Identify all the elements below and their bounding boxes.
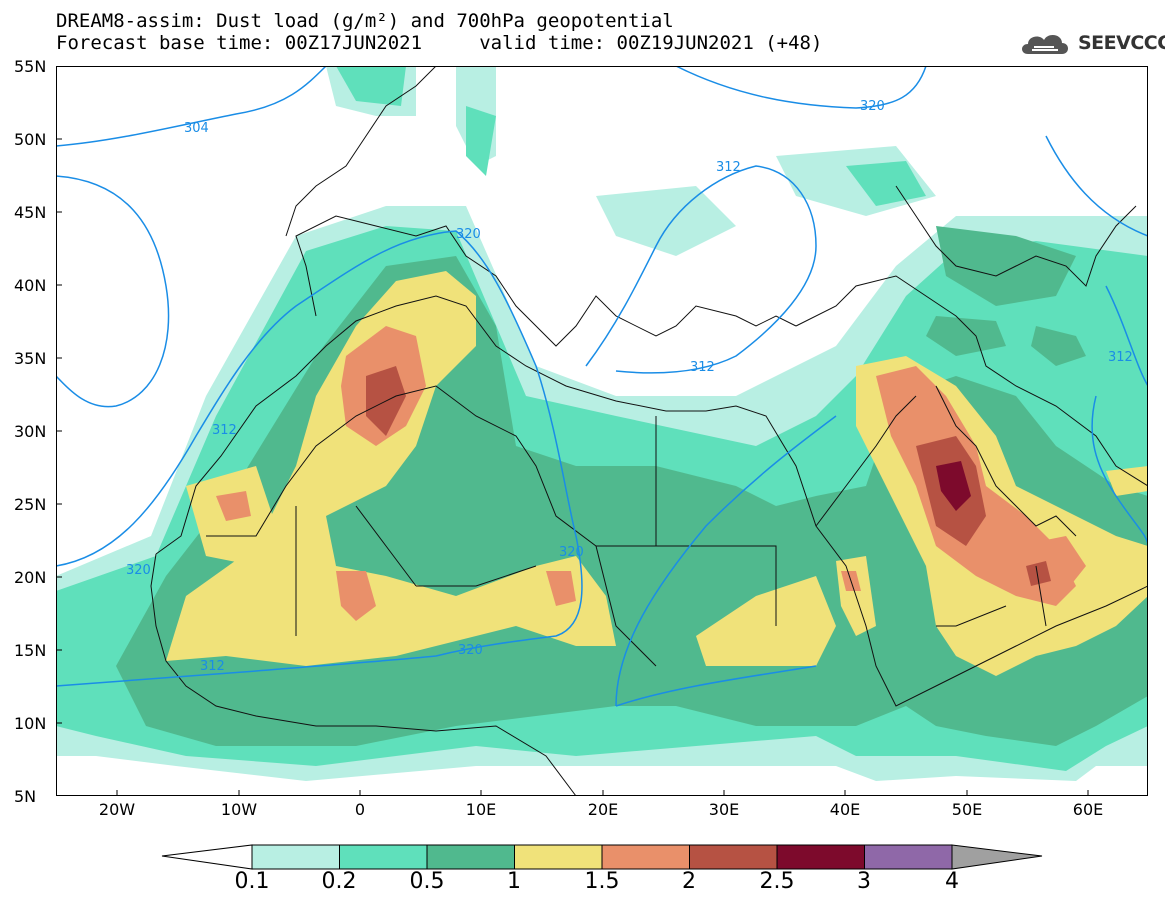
geo-label: 312 (1108, 350, 1133, 365)
lat-label: 5N (14, 787, 37, 806)
colorbar-segment (689, 844, 778, 870)
colorbar-segment (776, 844, 865, 870)
lat-label: 25N (14, 495, 47, 514)
colorbar-segment (864, 844, 953, 870)
lon-label: 50E (951, 800, 983, 819)
map-ticks (56, 138, 1089, 796)
lon-label: 30E (708, 800, 740, 819)
lon-label: 40E (829, 800, 861, 819)
geo-label: 320 (456, 227, 481, 242)
lon-label: 10E (465, 800, 497, 819)
colorbar-label: 2 (682, 869, 696, 894)
lat-label: 20N (14, 568, 47, 587)
geo-label: 320 (458, 643, 483, 658)
colorbar-segment (339, 844, 428, 870)
lat-label: 35N (14, 349, 47, 368)
lat-label: 10N (14, 714, 47, 733)
coastlines (150, 66, 1148, 796)
colorbar-label: 0.2 (321, 869, 357, 894)
geo-label: 320 (559, 545, 584, 560)
lon-label: 20W (98, 800, 136, 819)
lat-label: 45N (14, 203, 47, 222)
colorbar (161, 844, 1043, 870)
geo-label: 312 (212, 423, 237, 438)
logo-text: SEEVCCC (1078, 32, 1165, 54)
colorbar-segment (426, 844, 515, 870)
lon-label: 0 (354, 800, 366, 819)
colorbar-label: 3 (857, 869, 871, 894)
lon-label: 10W (220, 800, 258, 819)
map-frame (56, 66, 1148, 796)
lat-label: 15N (14, 641, 47, 660)
colorbar-label: 0.5 (409, 869, 445, 894)
geo-label: 312 (716, 160, 741, 175)
geopotential-contours (56, 66, 1148, 707)
lat-label: 55N (14, 57, 47, 76)
dust-load-map: 304 312 320 320 312 312 312 320 320 320 … (56, 66, 1148, 796)
colorbar-label: 1.5 (584, 869, 620, 894)
colorbar-label: 1 (507, 869, 521, 894)
seevccc-logo: SEEVCCC (1018, 26, 1165, 60)
colorbar-high-arrow (951, 844, 1043, 870)
colorbar-label: 0.1 (234, 869, 270, 894)
geo-label: 312 (690, 360, 715, 375)
geo-label: 312 (200, 659, 225, 674)
lon-label: 20E (587, 800, 619, 819)
lat-label: 40N (14, 276, 47, 295)
colorbar-segment (601, 844, 690, 870)
dust-field (56, 66, 1148, 781)
chart-title: DREAM8-assim: Dust load (g/m²) and 700hP… (56, 10, 674, 32)
colorbar-label: 4 (945, 869, 959, 894)
lat-label: 30N (14, 422, 47, 441)
lon-label: 60E (1072, 800, 1104, 819)
geo-label: 320 (126, 563, 151, 578)
colorbar-segment (514, 844, 603, 870)
colorbar-label: 2.5 (759, 869, 795, 894)
chart-subtitle: Forecast base time: 00Z17JUN2021 valid t… (56, 32, 823, 54)
lat-label: 50N (14, 130, 47, 149)
colorbar-segment (251, 844, 340, 870)
colorbar-low-arrow (161, 844, 253, 870)
cloud-icon (1022, 34, 1068, 54)
geo-label: 320 (860, 99, 885, 114)
geo-label: 304 (184, 121, 209, 136)
geopotential-labels: 304 312 320 320 312 312 312 320 320 320 … (126, 99, 1133, 674)
